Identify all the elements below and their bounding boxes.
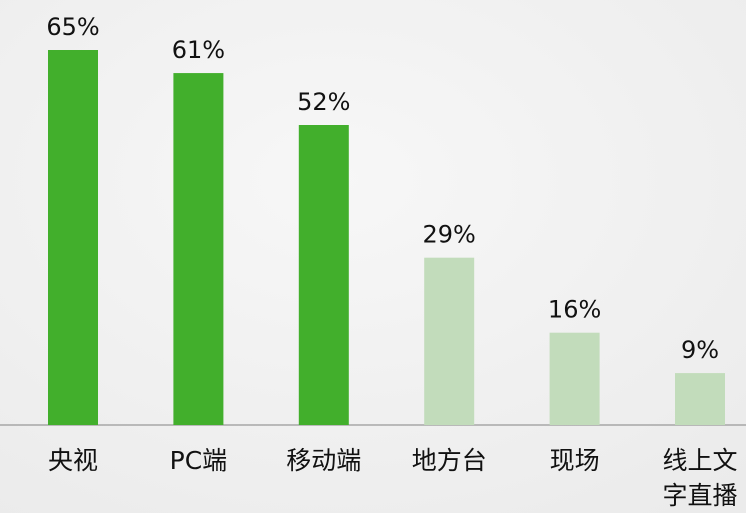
bar xyxy=(298,125,349,425)
data-label: 52% xyxy=(297,88,350,116)
data-label: 16% xyxy=(548,296,601,324)
data-label: 65% xyxy=(46,13,99,41)
x-tick-label-line: 央视 xyxy=(48,446,98,475)
x-tick-label-line: 字直播 xyxy=(662,481,737,510)
x-tick-label-line: 地方台 xyxy=(412,446,487,475)
data-label: 61% xyxy=(172,36,225,64)
x-tick-label: 线上文字直播 xyxy=(662,446,737,510)
data-label: 9% xyxy=(681,336,719,364)
bar xyxy=(173,73,224,426)
bar xyxy=(675,373,725,425)
x-tick-label-line: 现场 xyxy=(550,446,600,475)
x-tick-label-line: 移动端 xyxy=(286,446,361,475)
bar xyxy=(549,332,600,425)
data-label: 29% xyxy=(423,221,476,249)
x-tick-label: 现场 xyxy=(550,446,600,475)
x-tick-label: 移动端 xyxy=(286,446,361,475)
x-tick-label: 央视 xyxy=(48,446,98,475)
x-tick-label-line: PC端 xyxy=(170,446,228,475)
x-tick-label-line: 线上文 xyxy=(662,446,737,475)
bar xyxy=(424,257,475,425)
bar xyxy=(48,50,98,425)
x-tick-label: PC端 xyxy=(170,446,228,475)
x-tick-label: 地方台 xyxy=(412,446,487,475)
